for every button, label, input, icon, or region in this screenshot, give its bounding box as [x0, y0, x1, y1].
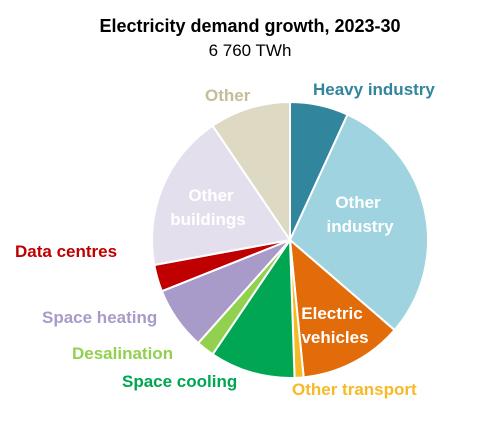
chart-title: Electricity demand growth, 2023-30: [99, 16, 401, 36]
pie-slice-electric-vehicles: [288, 237, 396, 379]
label-desalination: Desalination: [72, 344, 173, 363]
pie-slices: [151, 100, 429, 379]
chart-subtitle: 6 760 TWh: [208, 41, 292, 60]
label-other-buildings-line2: buildings: [170, 210, 246, 229]
label-heavy-industry: Heavy industry: [313, 80, 435, 99]
label-other-industry-line2: industry: [326, 217, 394, 236]
pie-slice-other-industry: [288, 113, 429, 332]
pie-slice-other-buildings: [151, 124, 292, 267]
pie-slice-space-cooling: [211, 236, 296, 379]
label-other-industry-line1: Other: [335, 193, 381, 212]
label-space-heating: Space heating: [42, 308, 157, 327]
label-other: Other: [205, 86, 251, 105]
label-other-transport: Other transport: [292, 380, 417, 399]
label-other-buildings-line1: Other: [188, 186, 234, 205]
label-electric-vehicles-line2: vehicles: [301, 328, 368, 347]
label-electric-vehicles-line1: Electric: [301, 304, 362, 323]
pie-slice-other: [211, 100, 291, 244]
label-data-centres: Data centres: [15, 242, 117, 261]
label-space-cooling: Space cooling: [122, 372, 237, 391]
